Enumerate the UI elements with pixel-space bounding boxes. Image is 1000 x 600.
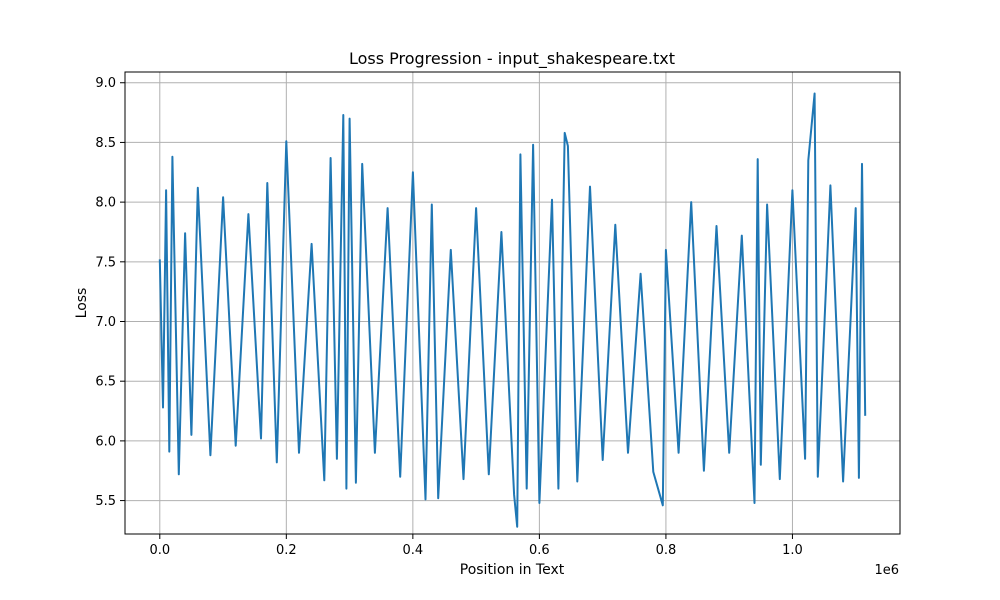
y-tick-label: 8.5 xyxy=(95,136,116,151)
x-tick-label: 0.8 xyxy=(656,543,677,558)
x-axis-ticks: 0.0 0.2 0.4 0.6 0.8 1.0 xyxy=(149,534,803,558)
x-tick-label: 0.6 xyxy=(529,543,550,558)
plot-area-frame xyxy=(124,71,901,535)
x-tick-label: 0.0 xyxy=(149,543,170,558)
loss-series-line xyxy=(158,92,867,528)
y-axis-label: Loss xyxy=(74,288,90,319)
y-tick-label: 7.0 xyxy=(95,315,116,330)
y-tick-label: 7.5 xyxy=(95,255,116,270)
y-tick-label: 5.5 xyxy=(95,494,116,509)
y-tick-label: 9.0 xyxy=(95,76,116,91)
x-tick-label: 1.0 xyxy=(782,543,803,558)
x-tick-label: 0.2 xyxy=(276,543,297,558)
x-axis-offset-label: 1e6 xyxy=(874,563,899,578)
y-tick-label: 8.0 xyxy=(95,196,116,211)
y-tick-label: 6.0 xyxy=(95,434,116,449)
chart-title: Loss Progression - input_shakespeare.txt xyxy=(349,49,675,69)
x-tick-label: 0.4 xyxy=(403,543,424,558)
y-axis-ticks: 5.5 6.0 6.5 7.0 7.5 8.0 8.5 9.0 xyxy=(95,76,125,509)
x-axis-label: Position in Text xyxy=(460,562,565,578)
y-tick-label: 6.5 xyxy=(95,375,116,390)
grid-lines xyxy=(125,72,900,534)
series-layer xyxy=(158,92,867,528)
